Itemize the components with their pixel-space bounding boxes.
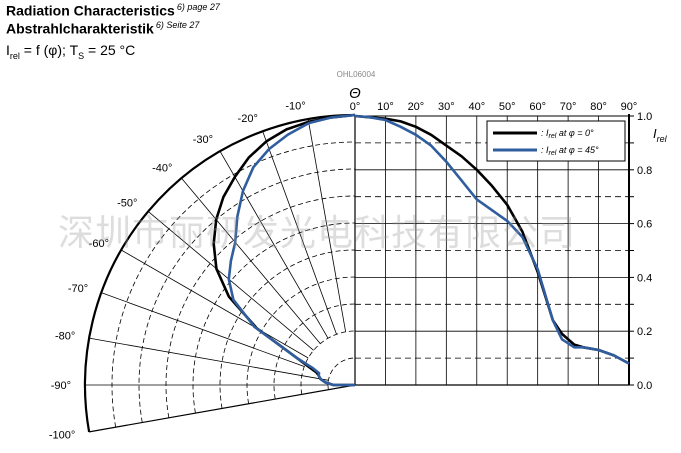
title-english-text: Radiation Characteristics — [6, 2, 175, 19]
legend-box — [486, 120, 626, 162]
formula-rel: rel — [9, 50, 20, 61]
y-tick-label: 0.6 — [637, 219, 652, 231]
polar-ring — [273, 303, 356, 400]
x-tick-label: 10° — [377, 101, 394, 113]
legend-label-part: : — [541, 128, 546, 138]
angle-tick-label: -30° — [193, 134, 213, 146]
y-axis-label-i: I — [653, 126, 657, 141]
legend-label: : Irel at φ = 45° — [541, 145, 599, 157]
title-german-note: 6) Seite 27 — [155, 20, 200, 30]
x-tick-label: 30° — [438, 101, 455, 113]
polar-radial-line — [120, 249, 309, 359]
x-axis-label: Θ — [349, 85, 361, 102]
legend-label-part: at — [556, 128, 569, 138]
legend: : Irel at φ = 0°: Irel at φ = 45° — [486, 120, 626, 162]
angle-tick-label: -60° — [89, 238, 109, 250]
polar-outer-arc — [83, 113, 356, 433]
figure-code: OHL06004 — [337, 70, 376, 79]
polar-ring — [192, 222, 356, 414]
polar-radial-line — [88, 384, 356, 433]
polar-radial-line — [307, 119, 347, 332]
title-english: Radiation Characteristics 6) page 27 — [6, 2, 220, 19]
formula-tail: = 25 °C — [84, 42, 136, 58]
formula-i: I — [6, 42, 10, 58]
y-tick-label: 0.2 — [637, 326, 652, 338]
angle-tick-label: -100° — [49, 429, 75, 441]
angle-tick-label: -70° — [68, 283, 88, 295]
polar-ring — [327, 357, 356, 390]
legend-label-part: φ = 0° — [569, 128, 594, 138]
polar-radial-line — [101, 292, 305, 367]
polar-ring — [219, 249, 356, 409]
x-tick-label: 80° — [590, 101, 607, 113]
legend-label-part: rel — [549, 133, 557, 140]
grid-layer — [83, 113, 634, 433]
series-layer — [212, 113, 630, 387]
series-polar-curve — [227, 113, 356, 387]
polar-radial-line — [89, 337, 329, 381]
angle-tick-label: -90° — [51, 380, 71, 392]
x-tick-label: 90° — [621, 101, 638, 113]
legend-label-part: : — [541, 145, 546, 155]
polar-ring — [300, 330, 356, 395]
y-axis-label: Irel — [653, 126, 668, 144]
legend-label-part: I — [546, 128, 549, 138]
y-tick-label: 0.4 — [637, 272, 652, 284]
series-linear-curve — [354, 114, 630, 365]
polar-radial-line — [262, 131, 337, 335]
angle-tick-label: -50° — [117, 197, 137, 209]
angle-tick-label: -20° — [238, 113, 258, 125]
x-tick-label: 20° — [408, 101, 425, 113]
x-tick-label: 0° — [350, 101, 361, 113]
legend-label-part: rel — [549, 150, 557, 157]
legend-label-part: I — [546, 145, 549, 155]
polar-radial-line — [219, 150, 329, 339]
y-tick-label: 0.8 — [637, 165, 652, 177]
polar-radial-line — [181, 177, 321, 344]
y-tick-label: 0.0 — [637, 380, 652, 392]
x-tick-label: 70° — [560, 101, 577, 113]
formula-s: S — [78, 50, 85, 61]
angle-tick-label: -40° — [152, 162, 172, 174]
x-tick-label: 60° — [529, 101, 546, 113]
x-tick-label: 40° — [468, 101, 485, 113]
legend-label: : Irel at φ = 0° — [541, 128, 594, 140]
formula-mid: = f (φ); T — [19, 42, 79, 58]
y-tick-label: 1.0 — [637, 111, 652, 123]
formula-line: Irel = f (φ); TS = 25 °C — [6, 42, 135, 61]
title-english-note: 6) page 27 — [176, 2, 220, 12]
polar-radial-line — [147, 211, 314, 351]
legend-label-part: at — [556, 145, 569, 155]
legend-label-part: φ = 45° — [569, 145, 599, 155]
title-german: Abstrahlcharakteristik 6) Seite 27 — [6, 20, 199, 37]
angle-tick-label: -10° — [285, 100, 305, 112]
label-layer: 0° 10° 20° 30° 40° 50° 60° 70° 80° 90° 0.0 0.2 0.4 0.… — [49, 100, 652, 441]
x-tick-label: 50° — [499, 101, 516, 113]
polar-ring — [246, 276, 356, 404]
angle-tick-label: -80° — [55, 331, 75, 343]
y-axis-label-rel: rel — [657, 134, 668, 144]
title-german-text: Abstrahlcharakteristik — [6, 20, 154, 37]
